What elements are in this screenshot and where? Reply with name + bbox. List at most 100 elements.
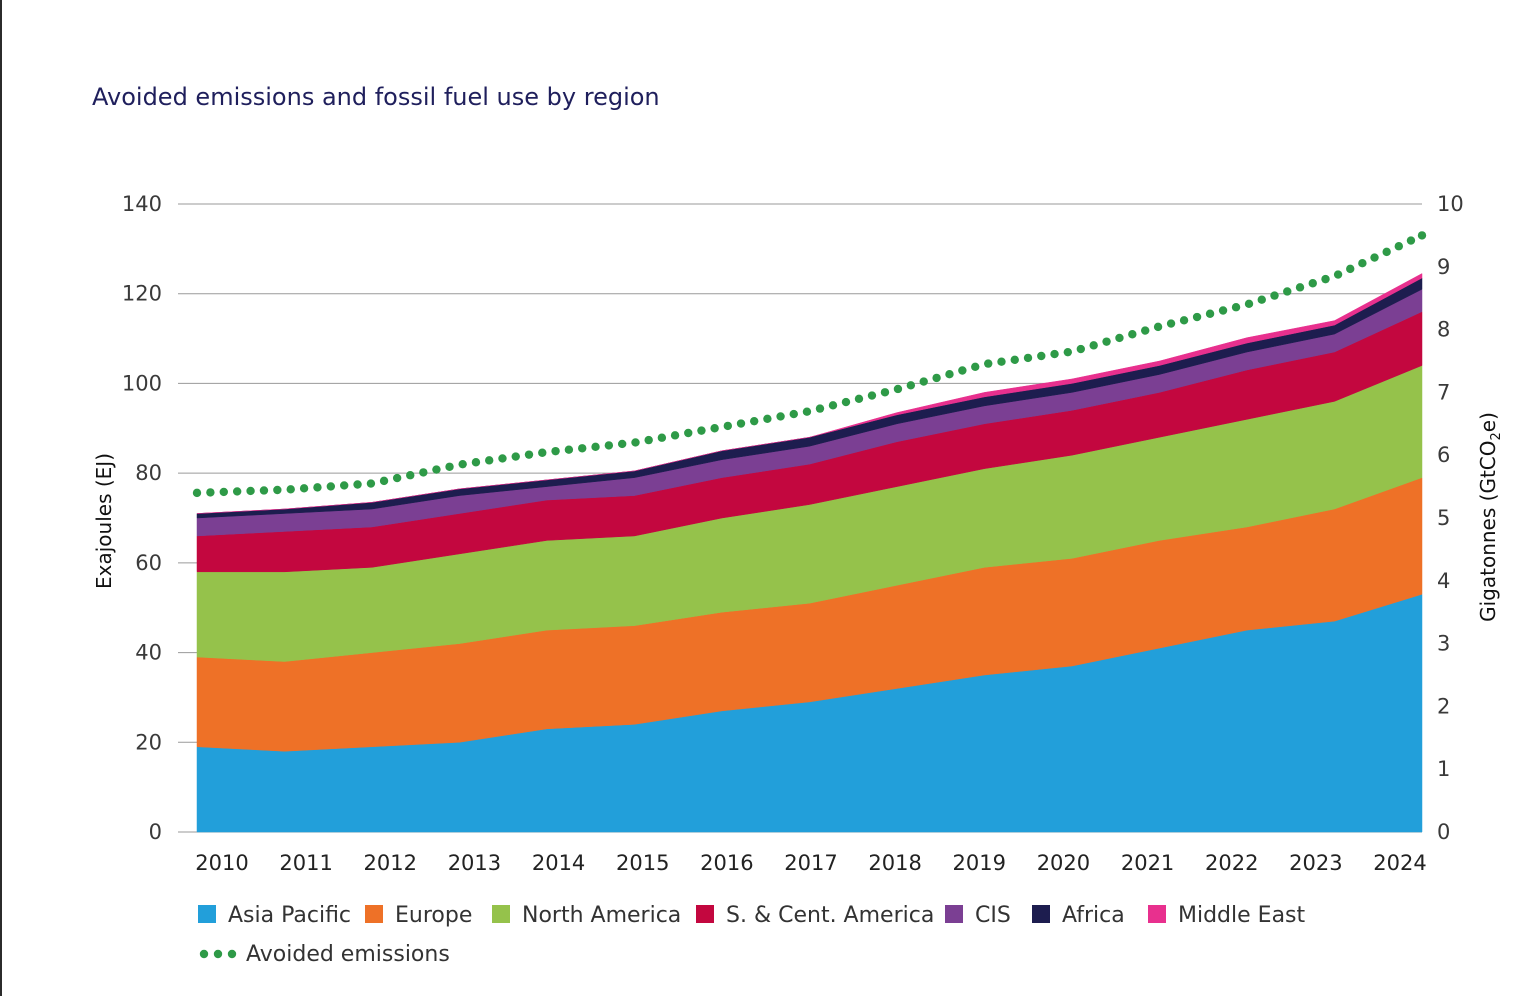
avoided-emissions-dot (1406, 236, 1416, 245)
avoided-emissions-dot (749, 416, 759, 426)
legend-dot (199, 949, 209, 959)
avoided-emissions-dot (1010, 355, 1019, 364)
legend-dot (213, 949, 223, 959)
avoided-emissions-dot (511, 452, 520, 461)
avoided-emissions-dot (286, 485, 295, 494)
avoided-emissions-dot (273, 485, 282, 495)
avoided-emissions-dot (1358, 259, 1367, 268)
avoided-emissions-dot (353, 480, 362, 489)
y-left-tick-label: 40 (135, 641, 162, 665)
x-tick-label: 2019 (953, 851, 1006, 875)
avoided-emissions-dot (432, 465, 441, 474)
legend-label: CIS (975, 903, 1011, 928)
legend-swatch (365, 905, 383, 923)
y-axis-left-title: Exajoules (EJ) (92, 453, 116, 589)
avoided-emissions-dot (697, 426, 706, 435)
y-left-tick-label: 100 (122, 371, 162, 395)
avoided-emissions-dot (313, 483, 322, 492)
avoided-emissions-dot (1417, 231, 1427, 240)
avoided-emissions-dot (893, 384, 903, 394)
avoided-emissions-dot (997, 357, 1006, 366)
avoided-emissions-dot (1295, 283, 1305, 292)
y-right-tick-label: 8 (1437, 318, 1450, 342)
avoided-emissions-dot (1037, 351, 1046, 361)
y-right-tick-label: 7 (1437, 380, 1450, 404)
x-tick-label: 2024 (1373, 851, 1426, 875)
avoided-emissions-dot (1063, 347, 1073, 357)
avoided-emissions-dot (1166, 319, 1176, 328)
avoided-emissions-dot (604, 441, 614, 450)
avoided-emissions-dot (485, 456, 494, 465)
avoided-emissions-dot (723, 421, 733, 431)
x-tick-label: 2016 (700, 851, 753, 875)
avoided-emissions-dot (1089, 341, 1098, 350)
x-tick-label: 2011 (279, 851, 332, 875)
avoided-emissions-dot (551, 446, 560, 456)
y-axis-right-title: Gigatonnes (GtCO2e) (1476, 412, 1504, 622)
x-tick-label: 2023 (1289, 851, 1342, 875)
y-right-tick-label: 5 (1437, 506, 1450, 530)
legend-label: Avoided emissions (246, 942, 450, 967)
y-right-tick-label: 2 (1437, 694, 1450, 718)
legend: Asia Pacific Europe North America S. & Cent… (198, 903, 1306, 967)
avoided-emissions-dot (880, 388, 890, 397)
legend-label: Asia Pacific (228, 903, 351, 928)
y-left-tick-label: 60 (135, 551, 162, 575)
y-right-tick-label: 9 (1437, 255, 1450, 279)
legend-label: North America (522, 903, 681, 928)
x-axis-ticks: 2010 2011 2012 2013 2014 2015 2016 2017 2018 2019… (195, 851, 1426, 875)
avoided-emissions-dot (299, 484, 309, 493)
avoided-emissions-dot (1257, 295, 1266, 304)
avoided-emissions-dot (419, 468, 428, 477)
avoided-emissions-dot (657, 433, 667, 442)
avoided-emissions-dot (219, 487, 228, 497)
avoided-emissions-dot (1218, 306, 1228, 315)
y-axis-right-title-sub: 2 (1489, 432, 1504, 440)
avoided-emissions-dot (1346, 264, 1355, 274)
legend-swatch (198, 905, 216, 923)
y-right-tick-label: 3 (1437, 632, 1450, 656)
avoided-emissions-dot (1382, 247, 1391, 257)
legend-swatch (1148, 905, 1166, 923)
avoided-emissions-dot (1179, 316, 1189, 325)
x-tick-label: 2013 (448, 851, 501, 875)
legend-label: Africa (1062, 903, 1125, 928)
y-axis-right-ticks: 0 1 2 3 4 5 6 7 8 9 10 (1437, 192, 1464, 844)
legend-swatch (492, 905, 510, 923)
avoided-emissions-dot (670, 431, 680, 440)
y-axis-right-title-prefix: Gigatonnes (GtCO (1476, 441, 1500, 622)
y-right-tick-label: 1 (1437, 757, 1450, 781)
avoided-emissions-dot (458, 459, 467, 469)
x-tick-label: 2015 (616, 851, 669, 875)
avoided-emissions-dot (392, 473, 402, 483)
x-tick-label: 2014 (532, 851, 585, 875)
avoided-emissions-dot (776, 412, 785, 421)
avoided-emissions-dot (736, 419, 746, 428)
avoided-emissions-dot (1270, 291, 1279, 300)
y-axis-right-title-suffix: e) (1476, 412, 1500, 432)
y-left-tick-label: 80 (135, 461, 162, 485)
avoided-emissions-dot (1283, 287, 1292, 296)
x-tick-label: 2021 (1121, 851, 1174, 875)
avoided-emissions-dot (789, 409, 798, 419)
x-tick-label: 2010 (195, 851, 248, 875)
avoided-emissions-dot (644, 435, 653, 445)
avoided-emissions-dot (802, 407, 812, 416)
avoided-emissions-dot (445, 462, 454, 471)
y-left-tick-label: 20 (135, 730, 162, 754)
y-right-tick-label: 4 (1437, 569, 1450, 593)
legend-swatch (1032, 905, 1050, 923)
avoided-emissions-dot (1333, 270, 1343, 279)
legend-label: S. & Cent. America (726, 903, 934, 928)
avoided-emissions-dot (1023, 353, 1033, 363)
avoided-emissions-dot (498, 454, 507, 463)
x-tick-label: 2022 (1205, 851, 1258, 875)
avoided-emissions-dot (1321, 274, 1330, 284)
avoided-emissions-dot (631, 438, 640, 447)
avoided-emissions-dot (1102, 337, 1111, 346)
avoided-emissions-dot (1076, 344, 1086, 354)
y-left-tick-label: 0 (149, 820, 162, 844)
legend-dot (227, 949, 237, 959)
chart-title: Avoided emissions and fossil fuel use by… (92, 83, 660, 111)
avoided-emissions-dot (1128, 330, 1137, 339)
